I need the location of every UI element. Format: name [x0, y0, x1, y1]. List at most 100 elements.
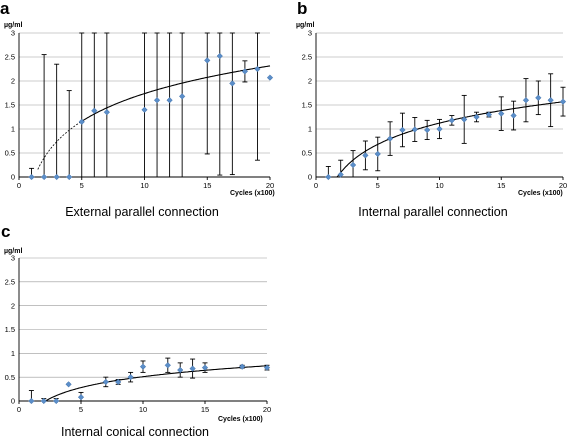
data-point — [241, 68, 249, 75]
x-tick-label: 5 — [80, 181, 84, 190]
panel-c-gridlines — [19, 257, 267, 378]
data-point — [386, 135, 394, 142]
data-point — [337, 171, 344, 178]
data-point — [461, 116, 468, 123]
y-tick-label: 2.5 — [5, 53, 15, 62]
x-tick-label: 0 — [17, 405, 21, 414]
y-tick-label: 2 — [308, 77, 312, 86]
y-tick-label: 3 — [11, 29, 15, 38]
panel-a-x-axis-title: Cycles (x100) — [230, 190, 275, 197]
y-tick-label: 0 — [11, 397, 15, 406]
data-point — [362, 152, 369, 159]
data-point — [40, 173, 48, 181]
data-point — [411, 126, 418, 133]
panel-a-y-ticks: 0 0.5 1 1.5 2 2.5 3 — [5, 29, 15, 182]
panel-c: c µg/ml 0 0.5 1 1.5 2 2.5 3 0 5 10 15 20 Cycles (x… — [1, 222, 271, 438]
data-point — [28, 397, 35, 405]
panel-a-letter: a — [0, 0, 10, 18]
panel-b-x-ticks: 0 5 10 15 20 — [314, 177, 567, 190]
data-point — [485, 111, 493, 118]
x-tick-label: 10 — [140, 181, 148, 190]
data-point — [216, 52, 223, 60]
data-point — [254, 65, 261, 73]
data-point — [65, 381, 72, 388]
x-tick-label: 20 — [559, 181, 567, 190]
data-point — [263, 364, 271, 371]
data-point — [53, 173, 60, 181]
y-tick-label: 2 — [11, 77, 15, 86]
data-point — [374, 150, 381, 158]
y-tick-label: 0 — [11, 173, 15, 182]
y-tick-label: 0.5 — [5, 149, 15, 158]
trendline — [40, 365, 268, 402]
trendline — [336, 101, 564, 178]
x-tick-label: 15 — [201, 405, 209, 414]
y-tick-label: 0.5 — [302, 149, 312, 158]
panel-a-y-unit: µg/ml — [4, 22, 22, 29]
y-tick-label: 2.5 — [5, 277, 15, 286]
data-point — [91, 107, 98, 114]
data-point — [141, 106, 148, 113]
panel-b-x-axis-title: Cycles (x100) — [518, 190, 563, 197]
panel-b-caption: Internal parallel connection — [358, 205, 507, 219]
y-tick-label: 1.5 — [5, 101, 15, 110]
data-point — [127, 374, 134, 381]
y-tick-label: 1 — [11, 349, 15, 358]
panel-a-x-ticks: 0 5 10 15 20 — [17, 177, 274, 190]
error-bar — [104, 32, 110, 178]
data-point — [103, 109, 111, 116]
panel-a-error-bars — [29, 32, 260, 178]
panel-a-gridlines — [19, 32, 270, 154]
panel-c-x-ticks: 0 5 10 15 20 — [17, 401, 271, 414]
data-point — [535, 94, 542, 101]
data-point — [559, 98, 567, 105]
y-tick-label: 1 — [308, 125, 312, 134]
panel-b-y-ticks: 0 0.5 1 1.5 2 2.5 3 — [302, 29, 312, 182]
data-point — [166, 97, 173, 104]
x-tick-label: 15 — [203, 181, 211, 190]
data-point — [66, 173, 73, 181]
data-point — [239, 363, 246, 370]
error-bar — [167, 32, 173, 178]
data-point — [547, 97, 554, 104]
trendline-dashed-segment — [37, 120, 82, 170]
panel-b-letter: b — [297, 0, 307, 18]
panel-b-y-unit: µg/ml — [296, 22, 314, 29]
data-point — [115, 378, 122, 386]
y-tick-label: 1.5 — [5, 325, 15, 334]
data-point — [53, 397, 60, 405]
data-point — [436, 125, 443, 133]
panel-c-y-ticks: 0 0.5 1 1.5 2 2.5 3 — [5, 254, 15, 406]
x-tick-label: 20 — [266, 181, 274, 190]
error-bar — [142, 32, 147, 178]
x-tick-label: 15 — [497, 181, 505, 190]
panel-c-caption: Internal conical connection — [61, 425, 209, 438]
data-point — [229, 80, 236, 87]
data-point — [189, 365, 196, 372]
error-bar — [179, 32, 185, 178]
panel-b-trendline — [336, 101, 564, 178]
y-tick-label: 2.5 — [302, 53, 312, 62]
y-tick-label: 3 — [11, 254, 15, 263]
error-bar — [254, 32, 260, 161]
x-tick-label: 0 — [314, 181, 318, 190]
data-point — [40, 397, 47, 405]
panel-b-points — [325, 94, 567, 181]
data-point — [78, 118, 85, 125]
x-tick-label: 10 — [435, 181, 443, 190]
y-tick-label: 2 — [11, 301, 15, 310]
data-point — [164, 362, 171, 369]
panel-a-trendline — [37, 65, 271, 170]
data-point — [28, 173, 35, 181]
panel-c-y-unit: µg/ml — [4, 248, 22, 255]
data-point — [423, 126, 431, 134]
panel-a: a µg/ml 0 0.5 1 1.5 2 2.5 3 0 5 10 15 20 Cycles (x… — [0, 0, 275, 219]
data-point — [204, 57, 211, 64]
x-tick-label: 20 — [263, 405, 271, 414]
y-tick-label: 0.5 — [5, 373, 15, 382]
panel-b: b µg/ml 0 0.5 1 1.5 2 2.5 3 0 5 10 15 20 Cycles (x… — [296, 0, 567, 219]
panel-a-caption: External parallel connection — [65, 205, 219, 219]
error-bar — [79, 32, 85, 178]
error-bar — [91, 32, 97, 178]
